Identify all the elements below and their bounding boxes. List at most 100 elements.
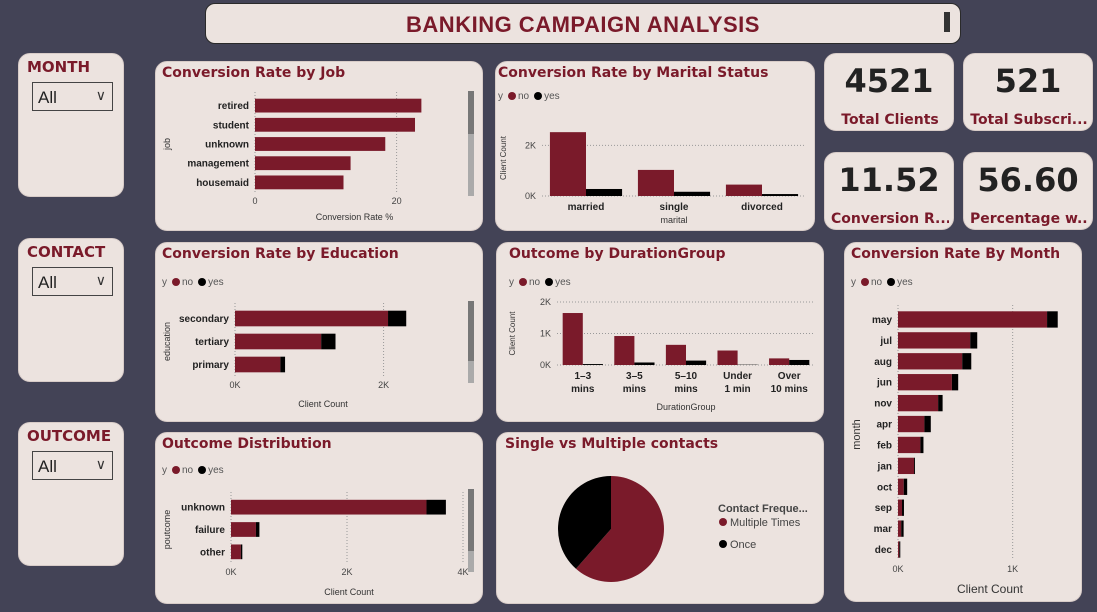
legend-no-marker [172, 278, 180, 287]
y-category-label: unknown [181, 503, 225, 514]
bar-no-jul [898, 332, 971, 349]
y-category-label: apr [876, 420, 892, 431]
job-chart-panel[interactable]: Conversion Rate by Job 0 20 retired student… [155, 61, 483, 231]
legend-yes-marker [198, 466, 207, 475]
legend-no-marker [519, 278, 527, 287]
x-tick-label: 0 [252, 196, 257, 206]
bar-no-single [637, 169, 674, 196]
x-axis-title: marital [660, 215, 687, 225]
bar-yes-secondary [388, 310, 407, 327]
y-category-label: tertiary [195, 337, 229, 348]
pie-legend-marker [719, 518, 727, 526]
y-category-label: sep [875, 503, 892, 514]
kpi-label: Conversion R... [831, 211, 949, 227]
pie-legend-title: Contact Freque... [718, 503, 808, 515]
legend-no: no [871, 277, 883, 288]
bar-yes-1–3-mins [582, 364, 603, 365]
marital-chart-panel[interactable]: Conversion Rate by Marital Status y no yes… [495, 61, 815, 231]
bar-no-tertiary [235, 333, 322, 350]
y-axis-title: Client Count [508, 311, 517, 356]
x-category-label: 1–3 [574, 371, 591, 382]
slicer-month-label: MONTH [27, 58, 91, 76]
duration-chart-panel[interactable]: Outcome by DurationGroup y no yes 0K 1K 2K 1–… [496, 242, 824, 422]
y-category-label: mar [874, 524, 892, 535]
slicer-outcome: OUTCOME All ∨ [18, 422, 124, 566]
scrollbar-thumb[interactable] [468, 301, 474, 361]
education-chart-panel[interactable]: Conversion Rate by Education y no yes 0K 2K… [155, 242, 483, 422]
chart-legend: y no yes [509, 277, 571, 288]
legend-yes: yes [897, 277, 913, 288]
x-category-label: Over [778, 371, 801, 382]
legend-yes: yes [544, 91, 560, 102]
bar-no-dec [898, 541, 900, 558]
scrollbar[interactable] [468, 91, 474, 196]
bar-yes-dec [899, 541, 901, 558]
y-category-label: jun [876, 378, 892, 389]
poutcome-chart-panel[interactable]: Outcome Distribution y no yes 0K 2K 4K unknow… [155, 432, 483, 604]
legend-field: y [851, 277, 856, 288]
month-chart-panel[interactable]: Conversion Rate By Month y no yes 0K 1K may j… [844, 242, 1082, 602]
y-category-label: management [187, 159, 249, 170]
bar-no-1–3-mins [562, 313, 583, 365]
chart-title: Conversion Rate by Marital Status [498, 65, 769, 81]
bar-yes-sep [902, 499, 904, 516]
x-axis-title: Conversion Rate % [316, 212, 394, 222]
chart-legend: y no yes [162, 465, 224, 476]
y-axis-title: poutcome [162, 510, 172, 550]
slicer-month: MONTH All ∨ [18, 53, 124, 197]
chevron-down-icon: ∨ [95, 87, 106, 103]
slicer-contact: CONTACT All ∨ [18, 238, 124, 382]
bar-yes-jan [914, 457, 915, 475]
x-category-label: 1 min [725, 384, 751, 395]
contact-pie-panel[interactable]: Single vs Multiple contacts Contact Freq… [496, 432, 824, 604]
legend-no-marker [172, 466, 180, 475]
bar-yes-oct [903, 478, 908, 495]
month-dropdown[interactable]: All ∨ [32, 82, 113, 111]
legend-yes-marker [198, 278, 207, 287]
bar-yes-divorced [762, 194, 799, 196]
kpi-value: 521 [994, 62, 1062, 100]
kpi-value: 11.52 [838, 161, 940, 199]
y-axis-title: job [162, 138, 172, 151]
focus-mode-icon[interactable] [944, 12, 950, 32]
x-axis-title: Client Count [298, 399, 348, 409]
bar-yes-feb [920, 436, 924, 454]
x-tick-label: 0K [892, 564, 903, 574]
chart-legend: y no yes [851, 277, 913, 288]
x-tick-label: 2K [341, 567, 352, 577]
y-category-label: housemaid [196, 178, 249, 189]
bar-no-failure [231, 522, 256, 537]
kpi-total-subscribers: 521 Total Subscri... [963, 53, 1093, 131]
y-category-label: aug [874, 357, 892, 368]
pie-slice-multiple-times [575, 476, 664, 582]
kpi-label: Percentage w... [970, 211, 1088, 227]
y-tick-label: 1K [540, 329, 551, 339]
bar-yes-unknown [426, 499, 446, 515]
contact-dropdown-value: All [38, 273, 57, 292]
bar-housemaid [255, 175, 344, 190]
x-tick-label: 1K [1007, 564, 1018, 574]
pie-legend-label: Multiple Times [730, 517, 801, 529]
marital-chart: 0K 2K married single divorced marital Client C… [499, 132, 806, 225]
scrollbar-thumb[interactable] [468, 489, 474, 551]
bar-no-aug [898, 353, 963, 370]
kpi-conversion-rate: 11.52 Conversion R... [824, 152, 954, 230]
y-category-label: nov [874, 399, 892, 410]
bar-yes-primary [280, 356, 286, 373]
scrollbar-thumb[interactable] [468, 91, 474, 134]
y-tick-label: 0K [525, 191, 536, 201]
job-chart: 0 20 retired student unknown management housem… [162, 92, 422, 222]
x-category-label: single [660, 202, 689, 213]
bar-no-mar [898, 520, 902, 537]
contact-pie-chart: Contact Freque... Multiple Times Once [558, 476, 808, 582]
y-tick-label: 2K [540, 297, 551, 307]
bar-no-sep [898, 499, 903, 516]
y-category-label: jan [877, 461, 892, 472]
contact-dropdown[interactable]: All ∨ [32, 267, 113, 296]
legend-yes-marker [545, 278, 554, 287]
legend-no: no [518, 91, 530, 102]
outcome-dropdown[interactable]: All ∨ [32, 451, 113, 480]
bar-yes-may [1047, 311, 1058, 328]
bar-yes-nov [938, 394, 943, 412]
bar-no-jun [898, 374, 952, 391]
